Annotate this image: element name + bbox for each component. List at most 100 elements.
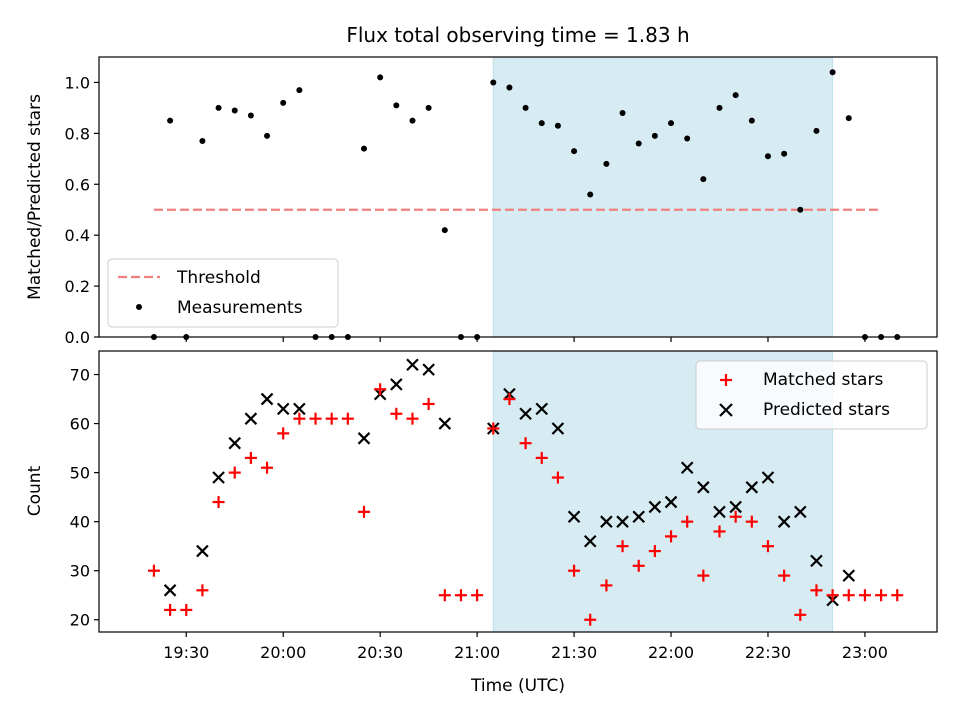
measurement-point <box>361 145 368 152</box>
predicted-star-point <box>632 510 645 524</box>
predicted-star-point <box>648 500 662 514</box>
matched-star-point <box>794 608 807 621</box>
matched-star-point <box>358 505 371 518</box>
predicted-star-point <box>551 422 565 435</box>
matched-star-point <box>471 589 484 602</box>
matched-star-point <box>212 496 225 509</box>
matched-star-point <box>374 383 387 396</box>
predicted-star-point <box>260 392 274 406</box>
measurement-point <box>199 138 206 144</box>
matched-star-point <box>535 451 548 464</box>
predicted-star-point <box>406 358 419 372</box>
predicted-star-point <box>357 432 371 445</box>
bottom-panel: 20 30 40 50 60 70 19:30 20:00 20:30 21:00 21:30 22… <box>25 350 938 696</box>
legend-predicted-label: Predicted stars <box>763 400 890 420</box>
matched-star-point <box>325 412 338 425</box>
matched-star-point <box>422 397 435 410</box>
predicted-star-point <box>697 481 710 494</box>
predicted-star-point <box>745 481 759 494</box>
top-panel: 0.0 0.2 0.4 0.6 0.8 1.0 Matched/Predicted sta… <box>25 56 938 347</box>
matched-star-point <box>584 613 597 626</box>
predicted-star-point <box>390 378 403 391</box>
matched-star-point <box>842 589 855 602</box>
x-tick-label: 19:30 <box>163 643 209 662</box>
x-tick-label: 20:30 <box>357 643 403 662</box>
bottom-legend: Matched stars Predicted stars <box>695 360 928 430</box>
bottom-y-ticks: 20 30 40 50 60 70 <box>70 366 99 630</box>
predicted-star-point <box>196 544 209 558</box>
predicted-star-point <box>276 402 290 416</box>
predicted-star-point <box>583 534 597 548</box>
matched-star-point <box>778 569 791 582</box>
matched-star-point <box>600 579 613 592</box>
measurement-point <box>247 112 254 119</box>
predicted-star-point <box>600 515 613 528</box>
measurement-point <box>167 117 174 124</box>
measurement-point <box>603 160 610 167</box>
predicted-star-point <box>163 584 177 597</box>
x-tick-label: 21:00 <box>454 643 500 662</box>
legend-measurements-swatch <box>136 304 142 310</box>
bottom-y-tick-label: 60 <box>70 415 90 434</box>
predicted-star-point <box>212 471 225 484</box>
matched-stars-points <box>147 383 904 626</box>
measurement-point <box>264 132 271 139</box>
top-y-tick-label: 0.6 <box>65 175 90 194</box>
top-y-tick-label: 0.2 <box>65 277 90 296</box>
matched-star-point <box>309 412 322 425</box>
matched-star-point <box>164 603 177 616</box>
measurement-point <box>635 140 642 147</box>
bottom-y-tick-label: 30 <box>70 562 90 581</box>
matched-star-point <box>875 589 888 602</box>
matched-star-point <box>681 515 694 528</box>
measurement-point <box>716 104 723 111</box>
top-y-axis-label: Matched/Predicted stars <box>25 94 45 300</box>
x-axis-label: Time (UTC) <box>470 676 565 696</box>
measurement-point <box>748 117 755 124</box>
predicted-star-point <box>729 500 742 514</box>
matched-star-point <box>244 451 257 464</box>
matched-star-point <box>729 510 742 523</box>
top-legend: Threshold Measurements <box>107 258 339 328</box>
matched-star-point <box>180 603 193 616</box>
matched-star-point <box>503 393 516 406</box>
predicted-star-point <box>567 510 581 524</box>
measurement-point <box>619 110 626 116</box>
matched-star-point <box>406 412 419 425</box>
measurement-point <box>280 99 287 106</box>
matched-star-point <box>891 589 904 602</box>
predicted-star-point <box>535 402 549 416</box>
top-y-tick-label: 0.4 <box>65 226 90 245</box>
chart-title: Flux total observing time = 1.83 h <box>346 23 689 47</box>
matched-star-point <box>487 422 500 435</box>
measurement-point <box>845 115 852 122</box>
bottom-y-tick-label: 20 <box>70 611 90 630</box>
bottom-y-tick-label: 40 <box>70 513 90 532</box>
measurement-point <box>490 79 497 86</box>
measurement-point <box>441 227 448 234</box>
top-y-tick-label: 0.0 <box>65 328 90 347</box>
predicted-star-point <box>293 402 306 416</box>
matched-star-point <box>697 569 710 582</box>
predicted-star-point <box>842 569 856 582</box>
x-tick-label: 23:00 <box>842 643 888 662</box>
measurement-point <box>781 150 788 157</box>
predicted-star-point <box>519 407 532 421</box>
predicted-star-point <box>761 471 775 484</box>
matched-star-point <box>519 437 532 450</box>
predicted-star-point <box>810 554 823 568</box>
x-tick-label: 22:30 <box>745 643 791 662</box>
measurement-point <box>554 122 561 129</box>
bottom-x-ticks: 19:30 20:00 20:30 21:00 21:30 22:00 22:30 23:00 <box>163 632 888 662</box>
matched-star-point <box>826 589 839 602</box>
measurement-point <box>797 206 804 213</box>
matched-star-point <box>454 589 467 602</box>
predicted-star-point <box>244 412 258 425</box>
x-tick-label: 20:00 <box>260 643 306 662</box>
predicted-star-point <box>616 515 629 528</box>
predicted-star-point <box>664 495 678 509</box>
matched-star-point <box>438 589 451 602</box>
matched-star-point <box>568 564 581 577</box>
matched-star-point <box>648 545 661 558</box>
measurement-point <box>409 117 416 124</box>
